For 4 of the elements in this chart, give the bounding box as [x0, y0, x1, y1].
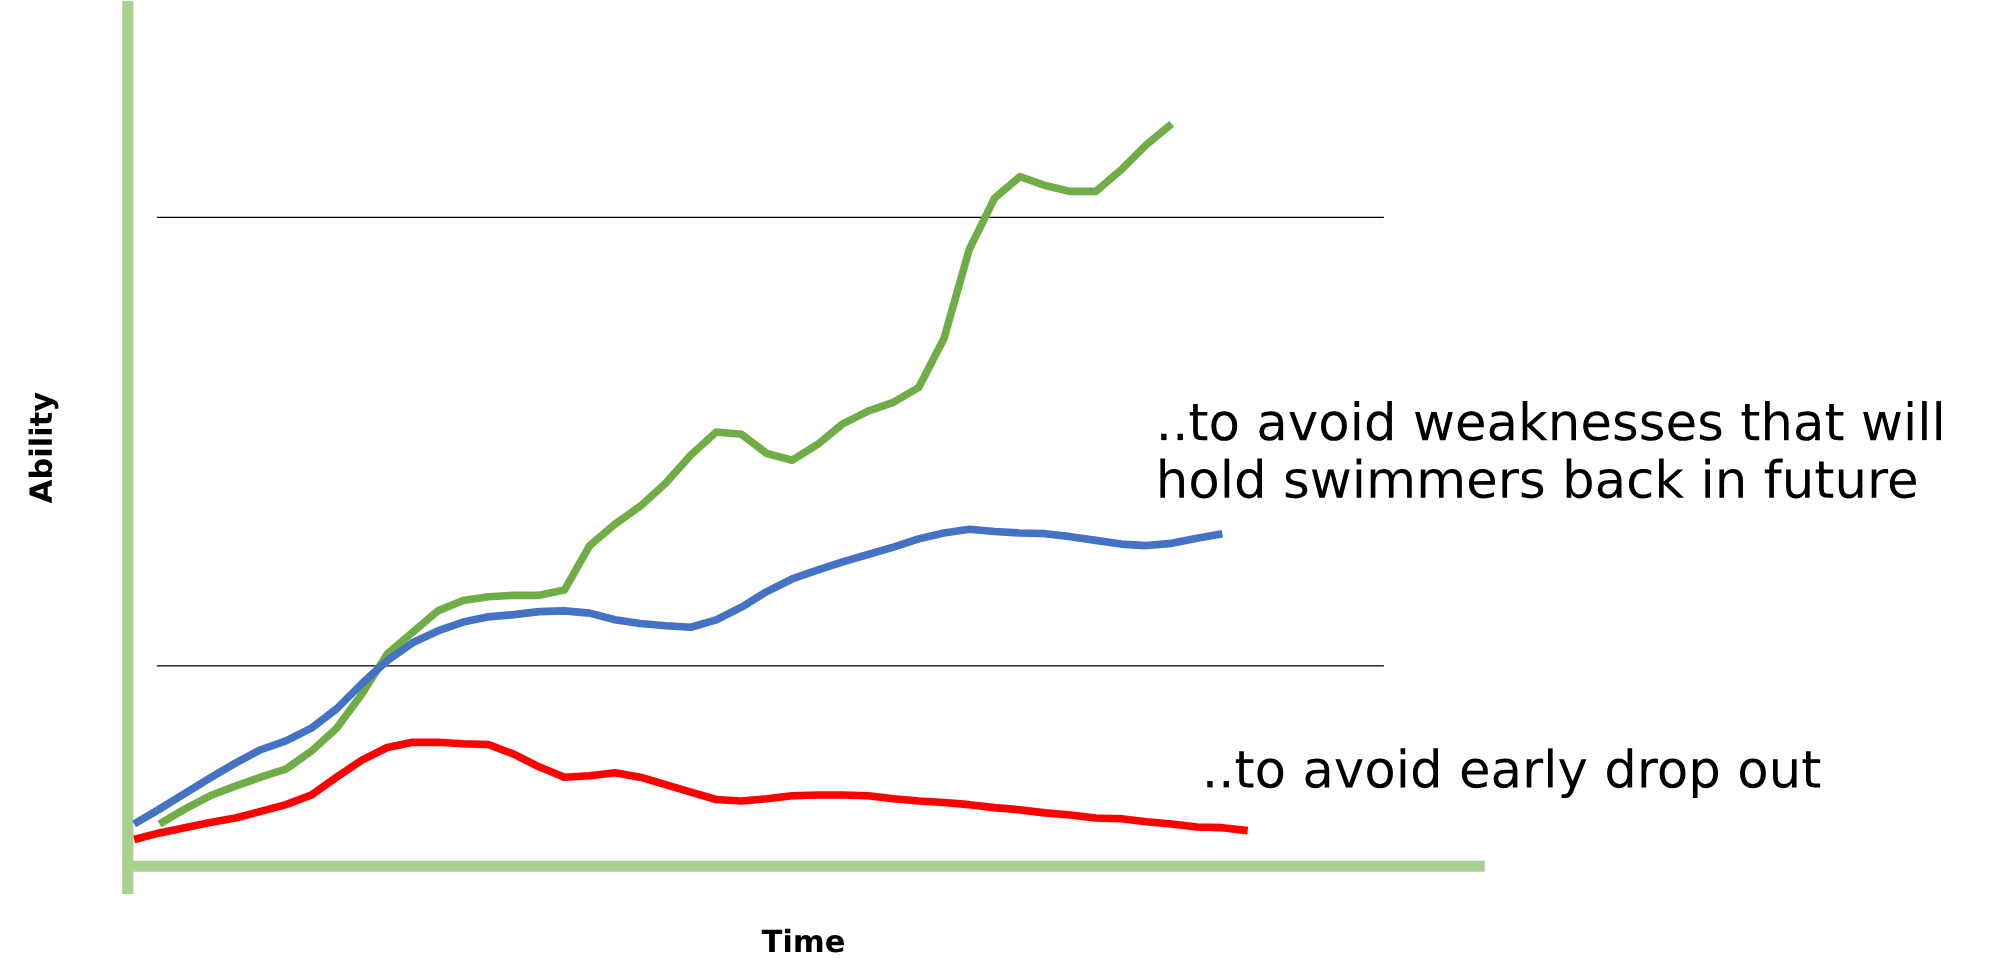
x-axis-title: Time	[761, 928, 844, 953]
annotation: ..to avoid weaknesses that will hold swimmers back in future	[1160, 401, 1941, 499]
y-axis-title: Ability	[28, 392, 59, 504]
annotation: ..to avoid early drop out	[1207, 748, 1821, 799]
